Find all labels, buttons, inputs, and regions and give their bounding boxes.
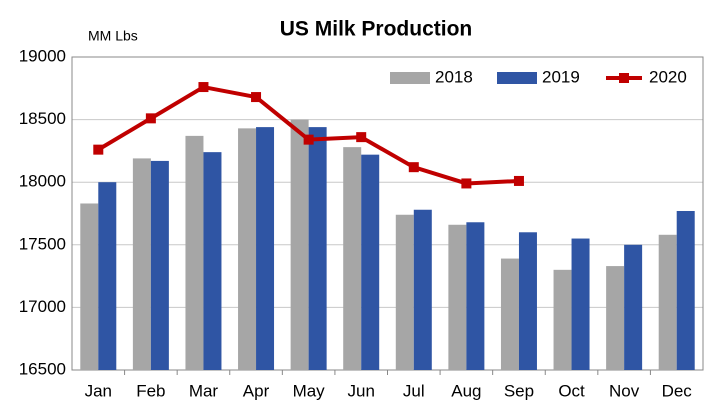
x-tick-label: Sep <box>504 381 534 400</box>
bar <box>500 258 519 370</box>
y-tick-label: 18500 <box>19 109 66 128</box>
x-tick-label: Aug <box>451 381 481 400</box>
legend-label: 2018 <box>435 67 473 86</box>
line-marker <box>513 175 524 186</box>
bar <box>80 203 99 370</box>
y-tick-label: 16500 <box>19 359 66 378</box>
y-tick-label: 18000 <box>19 172 66 191</box>
x-tick-label: Jul <box>403 381 425 400</box>
bar <box>466 222 485 370</box>
line-marker <box>93 144 104 155</box>
line-marker <box>408 162 419 173</box>
bar <box>308 127 327 370</box>
x-tick-label: Apr <box>243 381 270 400</box>
line-marker <box>198 82 209 93</box>
bar <box>553 269 572 370</box>
bar <box>571 238 590 370</box>
y-tick-label: 19000 <box>19 46 66 65</box>
bar <box>676 210 695 370</box>
x-tick-label: Jun <box>347 381 374 400</box>
y-tick-label: 17000 <box>19 297 66 316</box>
bar <box>624 244 643 370</box>
bar <box>203 152 222 370</box>
chart-title: US Milk Production <box>280 18 473 41</box>
line-marker <box>461 178 472 189</box>
line-marker <box>303 134 314 145</box>
legend-label: 2019 <box>542 67 580 86</box>
x-tick-label: Mar <box>189 381 219 400</box>
bar <box>518 232 537 370</box>
y-tick-label: 17500 <box>19 234 66 253</box>
x-tick-label: Dec <box>662 381 693 400</box>
bar <box>448 224 467 370</box>
x-tick-label: Feb <box>136 381 165 400</box>
legend-swatch <box>390 72 430 84</box>
bar <box>606 266 625 370</box>
bar <box>413 209 432 370</box>
legend-label: 2020 <box>649 67 687 86</box>
bar <box>150 160 169 370</box>
bar <box>658 234 677 370</box>
x-tick-label: Jan <box>85 381 112 400</box>
line-marker <box>145 113 156 124</box>
bar <box>256 127 275 370</box>
bar <box>98 182 117 370</box>
x-tick-label: Nov <box>609 381 640 400</box>
bar <box>132 158 151 370</box>
bar <box>290 119 309 370</box>
line-marker <box>356 132 367 143</box>
x-tick-label: May <box>293 381 326 400</box>
bar <box>361 154 380 370</box>
x-tick-label: Oct <box>558 381 585 400</box>
bar <box>395 214 414 370</box>
bar <box>185 135 204 370</box>
y-unit-label: MM Lbs <box>88 28 138 44</box>
line-marker <box>251 92 262 103</box>
bar <box>343 147 362 370</box>
legend-swatch <box>497 72 537 84</box>
bar <box>238 128 257 370</box>
legend-swatch <box>619 73 629 83</box>
